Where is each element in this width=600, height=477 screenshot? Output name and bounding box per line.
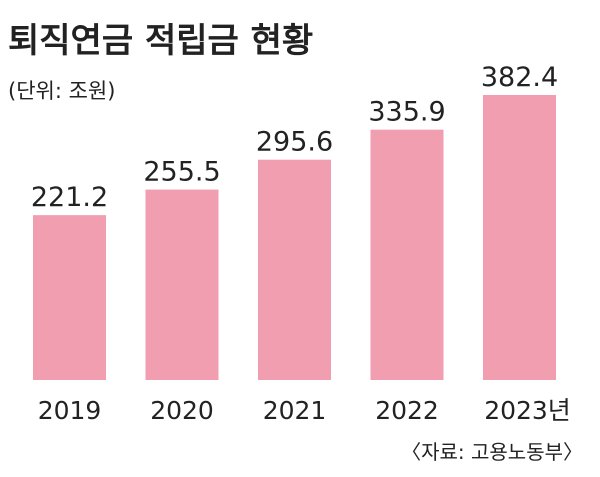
chart-title: 퇴직연금 적립금 현황 — [8, 21, 313, 61]
value-label-2022: 335.9 — [368, 97, 445, 128]
x-tick-2023년: 2023년 — [484, 396, 571, 425]
value-label-2021: 295.6 — [256, 127, 333, 158]
value-label-2023년: 382.4 — [481, 62, 558, 93]
x-tick-2022: 2022 — [375, 396, 439, 425]
bar-2023년 — [483, 95, 556, 380]
bar-2021 — [258, 159, 331, 380]
x-tick-2020: 2020 — [150, 396, 214, 425]
x-axis-ticks: 2019 2020 2021 2022 2023년 — [38, 396, 571, 425]
bar-2019 — [33, 215, 106, 380]
value-labels-group: 221.2 255.5 295.6 335.9 382.4 — [31, 62, 558, 213]
x-tick-2019: 2019 — [38, 396, 102, 425]
source-note: 〈자료: 고용노동부〉 — [401, 440, 583, 464]
bars-group — [33, 95, 556, 380]
x-tick-2021: 2021 — [263, 396, 327, 425]
bar-2022 — [370, 129, 444, 380]
bar-2020 — [145, 189, 219, 380]
value-label-2020: 255.5 — [143, 157, 220, 188]
unit-label: (단위: 조원) — [8, 79, 115, 103]
value-label-2019: 221.2 — [31, 182, 108, 213]
